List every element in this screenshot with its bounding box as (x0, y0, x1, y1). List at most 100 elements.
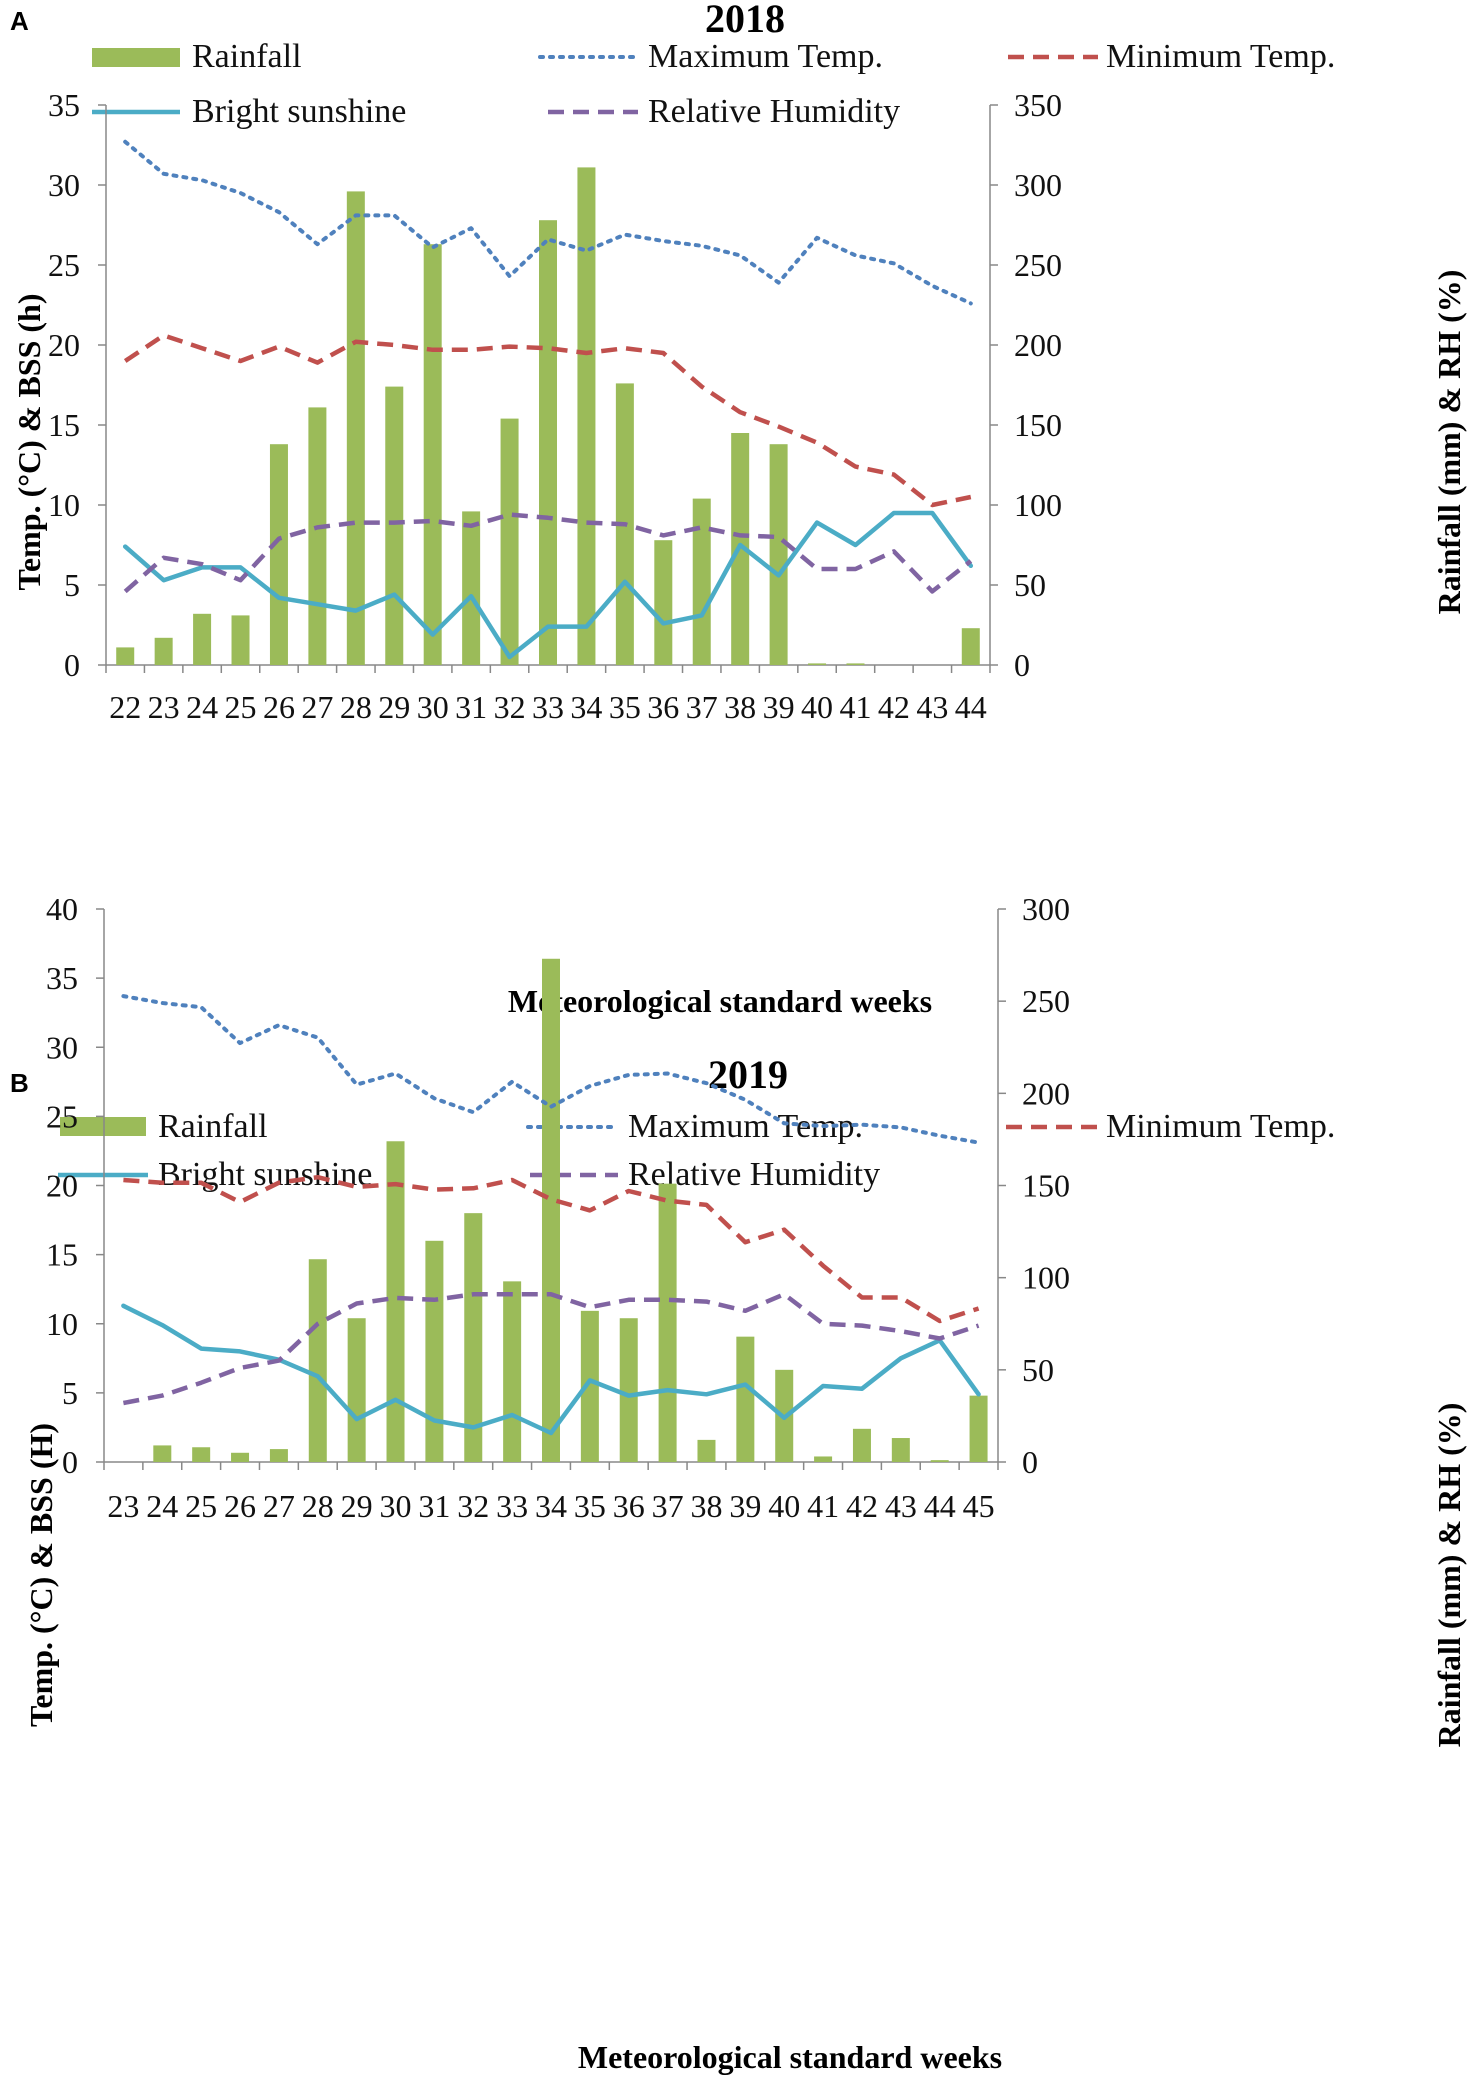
panel-a-title: 2018 (705, 0, 785, 41)
panel-b-x-tick-label: 40 (768, 1488, 800, 1524)
legend-sunshine-label: Bright sunshine (192, 93, 406, 130)
panel-b-x-tick-label: 29 (341, 1488, 373, 1524)
panel-b-x-tick-label: 43 (885, 1488, 917, 1524)
panel-b-humidity-line (122, 1292, 980, 1406)
panel-a-y-right-tick-label: 150 (1014, 407, 1062, 443)
panel-b-rainfall-bar (308, 1259, 327, 1462)
panel-a-rainfall-bar (269, 444, 288, 665)
panel-a-humidity-line (123, 512, 973, 594)
panel-b-label: B (10, 1068, 29, 1098)
panel-b-y-left-tick-label: 40 (46, 891, 78, 927)
panel-b-rainfall-bar (697, 1439, 716, 1462)
panel-a-x-tick-label: 22 (109, 689, 141, 725)
panel-a-label: A (10, 6, 29, 36)
panel-b-rainfall-bar (192, 1447, 211, 1462)
panel-a-y-left-title: Temp. (°C) & BSS (h) (11, 294, 47, 591)
panel-b-y-left-tick-label: 15 (46, 1237, 78, 1273)
panel-b-rainfall-bar (852, 1428, 871, 1462)
legend-max-temp-label: Maximum Temp. (648, 38, 883, 75)
panel-b-x-tick-label: 41 (807, 1488, 839, 1524)
panel-b-x-tick-label: 32 (457, 1488, 489, 1524)
panel-b-rainfall-bar (969, 1395, 988, 1462)
panel-b-title: 2019 (708, 1052, 788, 1097)
panel-a-x-tick-label: 33 (532, 689, 564, 725)
panel-b-x-tick-label: 37 (652, 1488, 684, 1524)
panel-a-rainfall-bar (808, 663, 827, 665)
legend-humidity-label: Relative Humidity (648, 93, 900, 130)
panel-a-rainfall-bar (846, 663, 865, 665)
panel-a-x-tick-label: 25 (225, 689, 257, 725)
panel-a-y-right-tick-label: 300 (1014, 167, 1062, 203)
panel-b-rainfall-bar (658, 1183, 677, 1462)
panel-b-y-left-tick-label: 5 (62, 1375, 78, 1411)
panel-b-x-tick-label: 33 (496, 1488, 528, 1524)
panel-a-y-right-tick-label: 0 (1014, 647, 1030, 683)
panel-b-x-tick-label: 26 (224, 1488, 256, 1524)
panel-a-x-tick-label: 43 (916, 689, 948, 725)
panel-a-rainfall-bar (462, 511, 481, 665)
panel-b-x-tick-label: 45 (963, 1488, 995, 1524)
panel-b-x-tick-label: 25 (185, 1488, 217, 1524)
panel-a-x-title: Meteorological standard weeks (508, 983, 932, 1019)
panel-a-y-left-tick-label: 35 (48, 87, 80, 123)
panel-b-x-tick-label: 39 (729, 1488, 761, 1524)
panel-b-rainfall-bar (580, 1310, 599, 1462)
panel-a-chart: A 2018 Rainfall Maximum Temp. Minimum Te… (10, 0, 1467, 1019)
panel-a-x-tick-label: 35 (609, 689, 641, 725)
panel-b-x-tick-label: 24 (146, 1488, 178, 1524)
panel-a-y-left-tick-label: 10 (48, 487, 80, 523)
panel-a-x-tick-label: 28 (340, 689, 372, 725)
panel-a-rainfall-bar (231, 615, 250, 665)
panel-b-rainfall-bar (930, 1460, 949, 1462)
panel-b-x-tick-label: 31 (418, 1488, 450, 1524)
panel-a-y-left-tick-label: 30 (48, 167, 80, 203)
panel-b-x-title: Meteorological standard weeks (578, 2039, 1002, 2075)
legend-min-temp-label: Minimum Temp. (1106, 1108, 1335, 1145)
panel-b-y-left-title: Temp. (°C) & BSS (H) (23, 1423, 59, 1727)
panel-b-y-right-tick-label: 0 (1022, 1444, 1038, 1480)
legend-sunshine-label: Bright sunshine (158, 1156, 372, 1193)
legend-min-temp-label: Minimum Temp. (1106, 38, 1335, 75)
panel-b-y-left-tick-label: 30 (46, 1029, 78, 1065)
panel-a-x-tick-label: 26 (263, 689, 295, 725)
panel-a-y-right-tick-label: 50 (1014, 567, 1046, 603)
panel-a-y-left-tick-label: 20 (48, 327, 80, 363)
panel-b-x-tick-label: 42 (846, 1488, 878, 1524)
panel-a-y-left-tick-label: 25 (48, 247, 80, 283)
panel-b-y-right-tick-label: 200 (1022, 1075, 1070, 1111)
panel-a-rainfall-bar (769, 444, 788, 665)
panel-b-y-left-tick-label: 10 (46, 1306, 78, 1342)
panel-a-rainfall-bar (308, 407, 327, 665)
panel-b-x-tick-label: 34 (535, 1488, 567, 1524)
panel-b-sunshine-line (121, 1303, 981, 1436)
panel-a-y-right-tick-label: 250 (1014, 247, 1062, 283)
panel-a-x-tick-label: 37 (686, 689, 718, 725)
panel-a-rainfall-bar (500, 418, 519, 665)
legend-rainfall-swatch (92, 48, 180, 67)
panel-a-x-tick-label: 23 (148, 689, 180, 725)
panel-b-y-right-tick-label: 50 (1022, 1352, 1054, 1388)
panel-a-rainfall-bar (423, 244, 442, 665)
panel-a-x-tick-label: 40 (801, 689, 833, 725)
panel-b-x-tick-label: 35 (574, 1488, 606, 1524)
panel-a-x-tick-label: 30 (417, 689, 449, 725)
panel-a-y-left-tick-label: 15 (48, 407, 80, 443)
panel-b-y-left-tick-label: 25 (46, 1098, 78, 1134)
panel-b-max-temp-line (121, 994, 981, 1145)
panel-b-rainfall-bar (464, 1213, 483, 1462)
panel-b-rainfall-bar (386, 1141, 405, 1462)
panel-b-y-right-title: Rainfall (mm) & RH (%) (1431, 1403, 1467, 1748)
panel-b-y-right-tick-label: 100 (1022, 1260, 1070, 1296)
panel-a-rainfall-bar (539, 220, 557, 665)
panel-b-rainfall-bar (153, 1445, 172, 1462)
panel-a-rainfall-bar (577, 167, 596, 665)
panel-b-chart: B 2019 Rainfall Maximum Temp. Minimum Te… (10, 891, 1467, 2075)
panel-a-rainfall-bar (116, 647, 135, 665)
panel-a-x-tick-label: 36 (647, 689, 679, 725)
panel-a-legend: Rainfall Maximum Temp. Minimum Temp. Bri… (92, 38, 1335, 130)
panel-a-min-temp-line (123, 333, 972, 508)
panel-a-x-tick-label: 29 (378, 689, 410, 725)
panel-a-y-right-title: Rainfall (mm) & RH (%) (1431, 270, 1467, 615)
